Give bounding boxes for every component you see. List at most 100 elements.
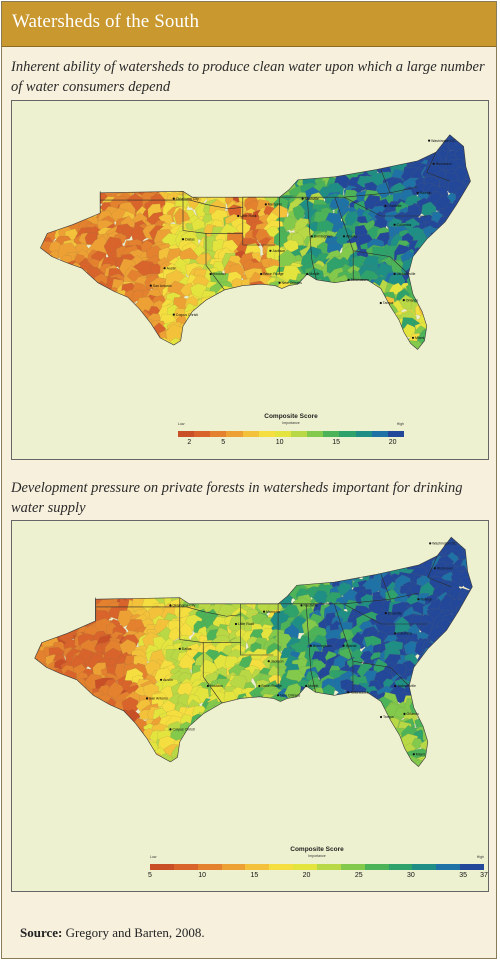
city-label: Birmingham xyxy=(313,644,332,648)
map-1-outline xyxy=(40,134,471,350)
legend-swatch xyxy=(194,431,211,437)
city-marker xyxy=(145,697,149,700)
map-2-legend-title: Composite Score xyxy=(290,846,344,853)
legend-swatch xyxy=(150,864,174,870)
city-marker xyxy=(384,204,387,207)
city-label: New Orleans xyxy=(280,694,300,698)
legend-tick-label: 35 xyxy=(459,872,468,879)
city-label: Columbia xyxy=(397,223,412,227)
city-label: Little Rock xyxy=(238,622,255,626)
legend-swatch xyxy=(178,431,195,437)
sidebar-header: Watersheds of the South xyxy=(2,2,496,47)
legend-swatch xyxy=(307,431,324,437)
city-marker xyxy=(429,542,432,545)
city-label: Dallas xyxy=(185,237,195,241)
city-label: Corpus Christi xyxy=(172,728,194,732)
city-label: Orlando xyxy=(406,298,419,302)
legend-swatch xyxy=(436,864,461,870)
state-boundary xyxy=(182,191,243,234)
legend-swatch xyxy=(323,431,340,437)
map-2: Washington DC Richmond Raleigh Charlotte Col… xyxy=(11,520,489,892)
city-label: Oklahoma City xyxy=(176,197,199,201)
city-marker xyxy=(432,162,435,165)
legend-swatch xyxy=(197,864,222,870)
city-marker xyxy=(416,191,419,194)
city-marker xyxy=(206,684,209,688)
city-marker xyxy=(309,644,312,647)
city-marker xyxy=(169,728,172,731)
city-marker xyxy=(305,684,308,688)
city-marker xyxy=(310,235,313,238)
state-boundary xyxy=(426,152,450,182)
city-label: Columbia xyxy=(397,632,412,636)
city-marker xyxy=(306,272,309,276)
city-marker xyxy=(178,647,181,650)
city-marker xyxy=(172,313,175,316)
legend-swatch xyxy=(274,431,291,437)
source-label: Source: xyxy=(20,925,63,940)
map-1-caption: Inherent ability of watersheds to produc… xyxy=(11,59,485,95)
city-marker xyxy=(262,610,266,613)
state-boundary xyxy=(343,196,427,217)
city-label: Oklahoma City xyxy=(172,604,195,608)
city-label: Houston xyxy=(213,272,226,276)
state-boundary xyxy=(353,250,409,275)
city-label: Nashville xyxy=(303,604,317,608)
city-marker xyxy=(393,223,396,226)
legend-swatch xyxy=(460,864,485,870)
city-marker xyxy=(417,598,420,601)
legend-swatch xyxy=(242,431,259,437)
state-boundary xyxy=(242,186,418,198)
city-marker xyxy=(300,604,303,607)
city-label: Baton Rouge xyxy=(261,684,281,688)
city-marker xyxy=(258,684,261,688)
legend-tick-label: 20 xyxy=(302,872,311,879)
legend-swatch xyxy=(290,431,308,437)
map-2-graphic: Washington DCRichmondRaleighCharlotteCol… xyxy=(12,521,488,891)
city-marker xyxy=(264,203,267,206)
legend-tick-label: 25 xyxy=(354,872,363,879)
city-label: Atlanta xyxy=(346,644,357,648)
legend-swatch xyxy=(412,864,437,870)
city-marker xyxy=(379,301,382,305)
legend-tick-label: 20 xyxy=(388,439,397,446)
city-label: Raleigh xyxy=(420,191,432,195)
city-marker xyxy=(209,272,212,276)
legend-tick-label: 10 xyxy=(198,872,207,879)
city-label: New Orleans xyxy=(282,281,302,285)
state-boundary xyxy=(242,197,275,246)
map-1-legend-colorbar xyxy=(178,431,404,437)
map-2-legend-high: High xyxy=(476,855,484,859)
legend-swatch xyxy=(387,431,404,437)
map-1-legend-high: High xyxy=(396,422,404,426)
city-marker xyxy=(428,139,431,142)
legend-tick-label: 37 xyxy=(480,872,488,879)
city-marker xyxy=(393,632,397,635)
legend-swatch xyxy=(210,431,227,437)
map-1-legend-low: Low xyxy=(178,422,185,426)
city-marker xyxy=(276,694,280,697)
city-marker xyxy=(393,272,396,276)
city-label: Raleigh xyxy=(420,597,432,601)
city-marker xyxy=(412,753,415,756)
state-boundary xyxy=(380,169,391,193)
city-marker xyxy=(379,715,383,719)
city-label: Jackson xyxy=(272,249,285,253)
state-boundary xyxy=(306,197,317,280)
sidebar-title: Watersheds of the South xyxy=(12,11,200,32)
city-marker xyxy=(411,336,415,339)
city-label: Tallahassee xyxy=(350,690,369,694)
city-marker xyxy=(433,567,436,570)
legend-swatch xyxy=(293,864,318,870)
city-label: Little Rock xyxy=(240,214,257,218)
city-marker xyxy=(342,644,345,647)
legend-swatch xyxy=(339,431,356,437)
city-label: Jackson xyxy=(271,659,284,663)
city-marker xyxy=(393,684,397,688)
city-marker xyxy=(301,197,304,200)
legend-swatch xyxy=(226,431,243,437)
city-label: Orlando xyxy=(406,712,419,716)
city-label: Memphis xyxy=(266,610,280,614)
legend-swatch xyxy=(340,864,365,870)
city-marker xyxy=(278,281,281,284)
